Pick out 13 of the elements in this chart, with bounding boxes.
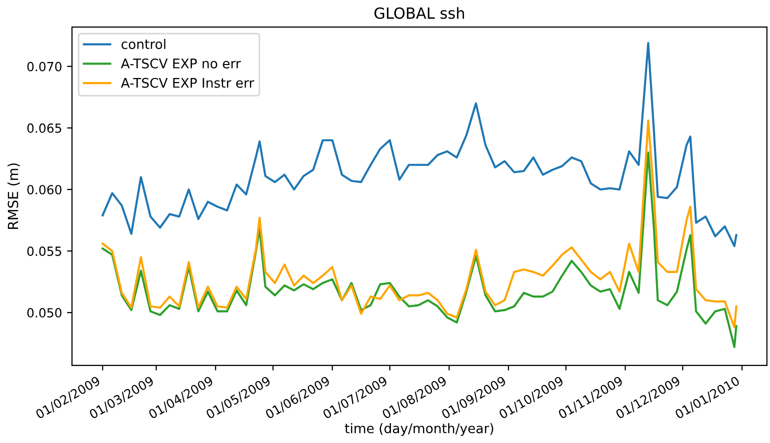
y-tick-label: 0.060 xyxy=(27,184,62,194)
line-series xyxy=(102,152,738,348)
y-tick-label: 0.055 xyxy=(27,246,62,256)
y-axis-title: RMSE (m) xyxy=(8,163,20,229)
chart-title: GLOBAL ssh xyxy=(374,7,464,19)
legend-label: control xyxy=(122,38,166,50)
x-axis-title: time (day/month/year) xyxy=(344,423,494,436)
y-tick-label: 0.050 xyxy=(27,308,62,318)
line-series xyxy=(102,120,738,328)
legend-label: A-TSCV EXP no err xyxy=(120,58,241,68)
y-tick-label: 0.070 xyxy=(27,62,62,72)
y-tick-label: 0.065 xyxy=(27,123,62,133)
legend-label: A-TSCV EXP Instr err xyxy=(120,78,254,88)
